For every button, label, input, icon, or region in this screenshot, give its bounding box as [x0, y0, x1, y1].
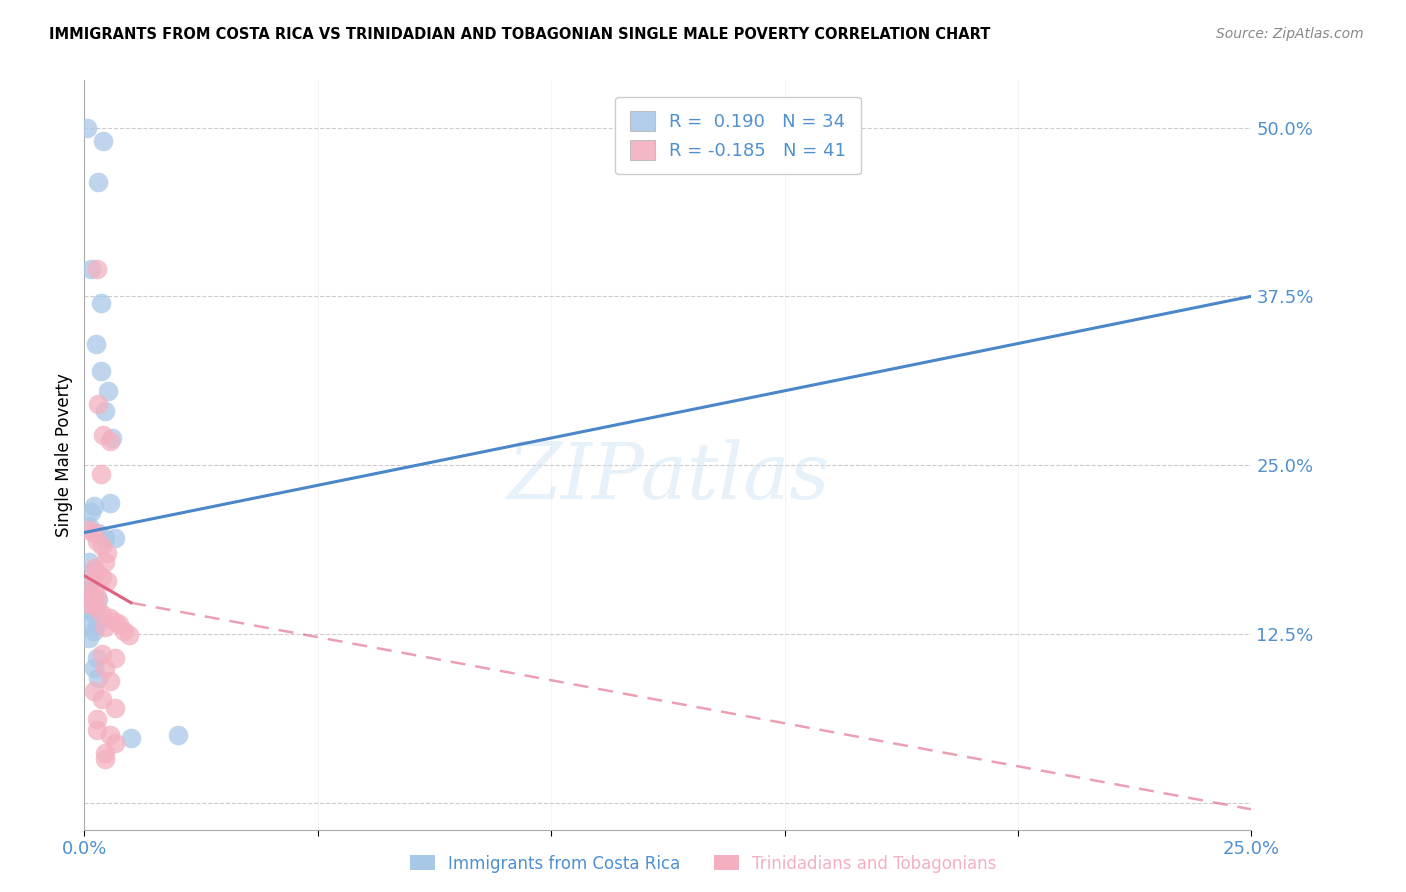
Point — [118, 628, 141, 642]
Point — [84, 336, 107, 351]
Point — [94, 531, 117, 545]
Point — [77, 575, 100, 590]
Point — [97, 384, 120, 398]
Point — [91, 570, 114, 584]
Point — [108, 617, 131, 632]
Point — [77, 615, 100, 630]
Point — [77, 631, 100, 645]
Point — [80, 505, 103, 519]
Point — [87, 175, 110, 189]
Point — [77, 555, 100, 569]
Point — [104, 701, 127, 715]
Y-axis label: Single Male Poverty: Single Male Poverty — [55, 373, 73, 537]
Point — [94, 555, 117, 569]
Point — [98, 496, 121, 510]
Point — [91, 691, 114, 706]
Point — [104, 615, 127, 629]
Point — [91, 607, 114, 621]
Point — [86, 651, 108, 665]
Point — [101, 431, 124, 445]
Point — [83, 624, 105, 639]
Point — [83, 563, 105, 577]
Point — [120, 731, 142, 745]
Point — [96, 546, 118, 560]
Point — [86, 591, 108, 605]
Point — [77, 583, 100, 598]
Text: IMMIGRANTS FROM COSTA RICA VS TRINIDADIAN AND TOBAGONIAN SINGLE MALE POVERTY COR: IMMIGRANTS FROM COSTA RICA VS TRINIDADIA… — [49, 27, 991, 42]
Point — [94, 660, 117, 674]
Point — [86, 723, 108, 737]
Point — [91, 539, 114, 553]
Point — [83, 560, 105, 574]
Point — [86, 262, 108, 277]
Point — [94, 404, 117, 418]
Point — [83, 683, 105, 698]
Point — [87, 671, 110, 685]
Point — [83, 593, 105, 607]
Point — [86, 566, 108, 580]
Point — [87, 397, 110, 411]
Point — [98, 434, 121, 448]
Point — [112, 624, 135, 639]
Point — [94, 620, 117, 634]
Point — [77, 518, 100, 533]
Point — [91, 134, 114, 148]
Point — [166, 728, 188, 742]
Point — [90, 296, 112, 310]
Text: Source: ZipAtlas.com: Source: ZipAtlas.com — [1216, 27, 1364, 41]
Point — [86, 601, 108, 615]
Point — [77, 597, 100, 611]
Point — [83, 499, 105, 513]
Point — [90, 363, 112, 377]
Point — [87, 617, 110, 632]
Point — [77, 523, 100, 537]
Legend: R =  0.190   N = 34, R = -0.185   N = 41: R = 0.190 N = 34, R = -0.185 N = 41 — [616, 97, 860, 175]
Point — [86, 533, 108, 548]
Point — [83, 525, 105, 540]
Point — [98, 610, 121, 624]
Point — [83, 583, 105, 598]
Point — [87, 525, 110, 540]
Point — [96, 574, 118, 589]
Legend: Immigrants from Costa Rica, Trinidadians and Tobagonians: Immigrants from Costa Rica, Trinidadians… — [404, 848, 1002, 880]
Point — [91, 647, 114, 661]
Text: ZIPatlas: ZIPatlas — [506, 439, 830, 516]
Point — [87, 593, 110, 607]
Point — [77, 602, 100, 616]
Point — [82, 593, 104, 607]
Point — [86, 712, 108, 726]
Point — [91, 428, 114, 442]
Point — [98, 674, 121, 689]
Point — [94, 752, 117, 766]
Point — [104, 531, 127, 545]
Point — [83, 607, 105, 621]
Point — [94, 746, 117, 760]
Point — [83, 660, 105, 674]
Point — [80, 262, 103, 277]
Point — [104, 651, 127, 665]
Point — [77, 580, 100, 594]
Point — [98, 728, 121, 742]
Point — [90, 467, 112, 482]
Point — [104, 736, 127, 750]
Point — [76, 120, 98, 135]
